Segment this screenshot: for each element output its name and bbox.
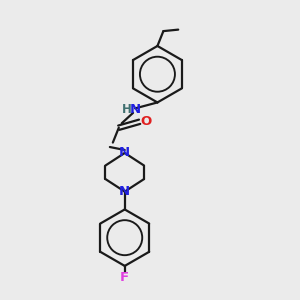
Text: O: O — [140, 115, 152, 128]
Text: N: N — [130, 103, 141, 116]
Text: H: H — [122, 103, 132, 116]
Text: N: N — [119, 185, 130, 198]
Text: F: F — [120, 271, 129, 284]
Text: N: N — [119, 146, 130, 160]
